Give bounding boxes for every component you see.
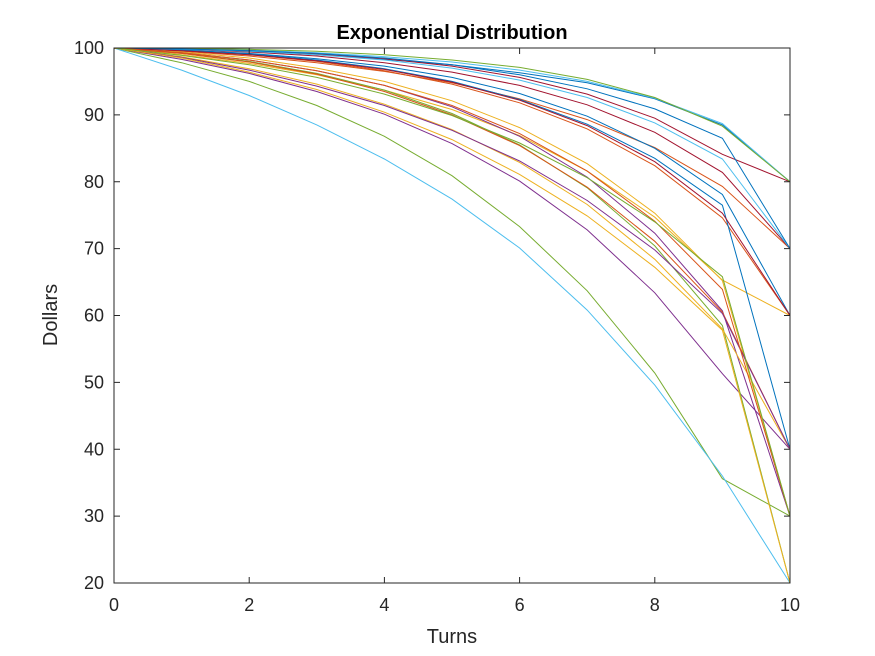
x-tick-label: 8 bbox=[650, 595, 660, 615]
y-tick-label: 30 bbox=[84, 506, 104, 526]
x-tick-label: 0 bbox=[109, 595, 119, 615]
x-axis-label: Turns bbox=[427, 626, 477, 648]
y-tick-label: 50 bbox=[84, 372, 104, 392]
y-axis-label: Dollars bbox=[40, 284, 62, 346]
y-tick-label: 80 bbox=[84, 172, 104, 192]
x-tick-label: 6 bbox=[515, 595, 525, 615]
chart-title: Exponential Distribution bbox=[336, 22, 567, 44]
y-tick-label: 40 bbox=[84, 439, 104, 459]
x-tick-label: 10 bbox=[780, 595, 800, 615]
y-tick-label: 90 bbox=[84, 105, 104, 125]
y-tick-label: 20 bbox=[84, 573, 104, 593]
plot-area-background bbox=[114, 48, 790, 583]
y-tick-label: 100 bbox=[74, 38, 104, 58]
y-tick-label: 60 bbox=[84, 306, 104, 326]
y-tick-label: 70 bbox=[84, 239, 104, 259]
x-tick-label: 2 bbox=[244, 595, 254, 615]
x-tick-label: 4 bbox=[379, 595, 389, 615]
